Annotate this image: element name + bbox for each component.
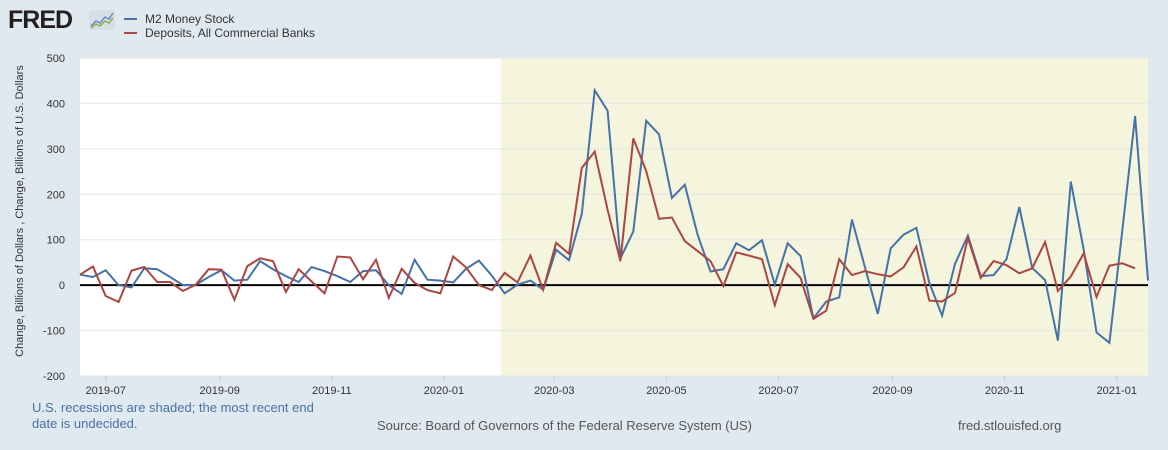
y-tick-label: 400 bbox=[47, 98, 65, 110]
source-text: Source: Board of Governors of the Federa… bbox=[377, 418, 752, 433]
x-tick-label: 2019-07 bbox=[86, 385, 126, 397]
series-lines bbox=[79, 87, 1149, 345]
legend: M2 Money Stock Deposits, All Commercial … bbox=[124, 12, 315, 40]
x-tick-label: 2020-11 bbox=[985, 385, 1025, 397]
recession-note: U.S. recessions are shaded; the most rec… bbox=[32, 400, 314, 431]
y-axis-label: Change, Billions of Dollars , Change, Bi… bbox=[14, 65, 26, 357]
legend-swatch-deposits bbox=[124, 32, 137, 34]
site-link[interactable]: fred.stlouisfed.org bbox=[958, 418, 1062, 433]
legend-item-deposits[interactable]: Deposits, All Commercial Banks bbox=[124, 26, 315, 40]
y-tick-label: -200 bbox=[43, 371, 65, 383]
y-tick-label: 500 bbox=[47, 53, 65, 65]
legend-swatch-m2 bbox=[124, 18, 137, 20]
y-tick-label: 100 bbox=[47, 235, 65, 247]
fred-logo[interactable]: FRED bbox=[8, 6, 73, 34]
x-tick-label: 2020-01 bbox=[424, 385, 464, 397]
y-tick-label: 200 bbox=[47, 189, 65, 201]
x-tick-label: 2019-11 bbox=[312, 385, 352, 397]
x-tick-label: 2019-09 bbox=[200, 385, 240, 397]
y-axis-ticks: -200 -100 0 100 200 300 400 500 bbox=[43, 53, 65, 383]
legend-item-m2[interactable]: M2 Money Stock bbox=[124, 12, 315, 26]
x-tick-label: 2020-05 bbox=[646, 385, 686, 397]
x-tick-label: 2021-01 bbox=[1097, 385, 1137, 397]
recession-shading bbox=[500, 58, 1148, 376]
legend-label-deposits: Deposits, All Commercial Banks bbox=[145, 26, 316, 40]
y-tick-label: 300 bbox=[47, 144, 65, 156]
y-tick-label: -100 bbox=[43, 326, 65, 338]
x-axis-ticks: 2019-07 2019-09 2019-11 2020-01 2020-03 2020-… bbox=[86, 376, 1137, 397]
x-tick-label: 2020-07 bbox=[758, 385, 798, 397]
legend-label-m2: M2 Money Stock bbox=[145, 12, 235, 26]
x-tick-label: 2020-03 bbox=[534, 385, 574, 397]
x-tick-label: 2020-09 bbox=[872, 385, 912, 397]
series-line-deposits-commercial-banks bbox=[79, 138, 1136, 321]
y-tick-label: 0 bbox=[59, 280, 65, 292]
trend-chart-icon bbox=[89, 10, 115, 30]
